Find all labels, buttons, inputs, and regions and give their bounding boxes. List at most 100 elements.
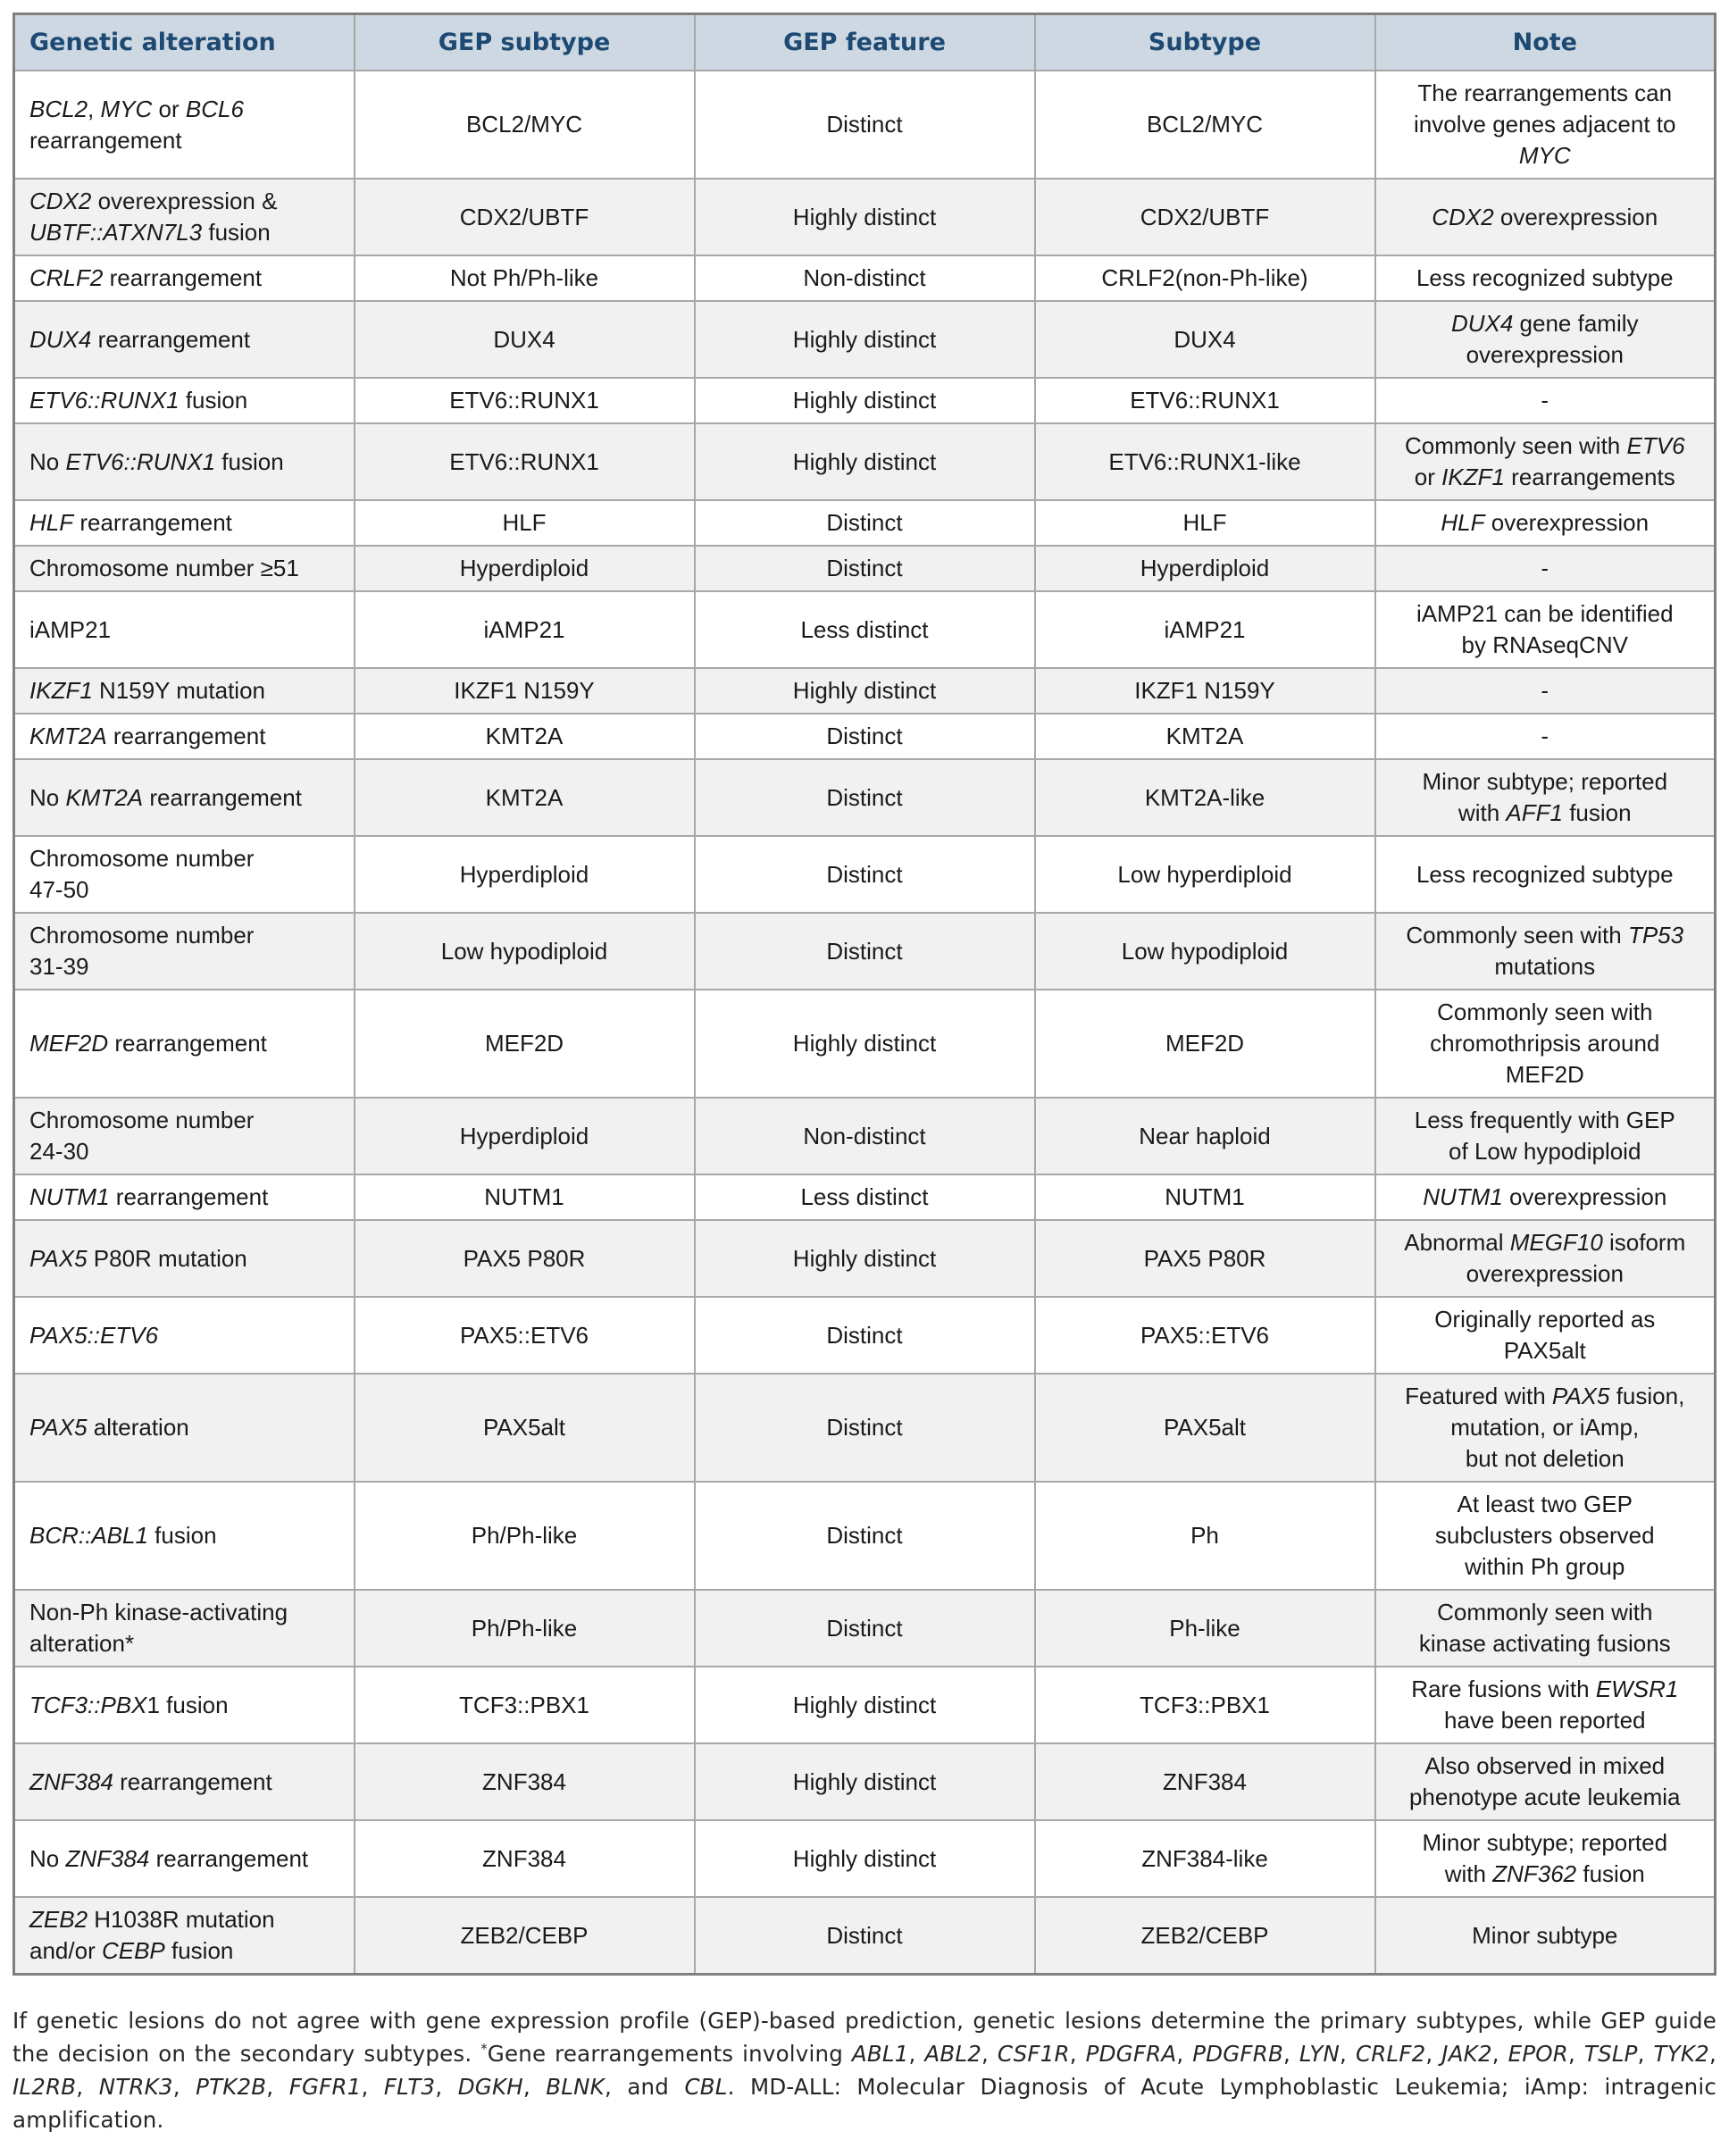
cell-genetic-alteration: PAX5 P80R mutation — [13, 1219, 355, 1298]
gene-name: ZNF362 — [1492, 1860, 1577, 1887]
cell-subtype: Low hyperdiploid — [1033, 835, 1376, 914]
gene-name: HLF — [29, 509, 74, 536]
text-segment: , — [1176, 2041, 1193, 2067]
cell-gep-subtype: BCL2/MYC — [353, 70, 696, 180]
cell-gep-subtype: DUX4 — [353, 300, 696, 379]
text-segment: , and — [604, 2074, 685, 2100]
gene-name: TYK2 — [1653, 2041, 1709, 2067]
gene-name: KMT2A — [29, 723, 107, 749]
table-row: PAX5 P80R mutation PAX5 P80R Highly distin… — [13, 1219, 1716, 1298]
cell-subtype: KMT2A — [1033, 713, 1376, 760]
cell-genetic-alteration: ZEB2 H1038R mutation and/or CEBP fusion — [13, 1896, 355, 1976]
gene-name: CBL — [684, 2074, 728, 2100]
text-segment: , — [172, 2074, 196, 2100]
cell-subtype: IKZF1 N159Y — [1033, 667, 1376, 714]
cell-gep-feature: Distinct — [693, 1481, 1036, 1591]
footnote: If genetic lesions do not agree with gen… — [13, 2004, 1716, 2136]
gene-name: EPOR — [1508, 2041, 1569, 2067]
gene-name: PTK2B — [196, 2074, 267, 2100]
table-row: Chromosome number ≥51 Hyperdiploid Distinc… — [13, 545, 1716, 592]
text-segment: rearrangement — [106, 723, 266, 749]
cell-note: iAMP21 can be identified by RNAseqCNV — [1374, 590, 1716, 669]
cell-gep-feature: Highly distinct — [693, 178, 1036, 256]
cell-gep-feature: Less distinct — [693, 1174, 1036, 1221]
table-row: PAX5 alteration PAX5alt Distinct PAX5alt Fea… — [13, 1373, 1716, 1483]
text-segment: , — [76, 2074, 99, 2100]
cell-gep-feature: Highly distinct — [693, 1742, 1036, 1821]
cell-note: Minor subtype; reported with ZNF362 fusi… — [1374, 1819, 1716, 1898]
cell-genetic-alteration: ETV6::RUNX1 fusion — [13, 377, 355, 424]
text-segment: , — [1069, 2041, 1086, 2067]
cell-subtype: ZNF384-like — [1033, 1819, 1376, 1898]
table-header: Genetic alteration GEP subtype GEP featu… — [13, 13, 1716, 71]
header-gep-subtype: GEP subtype — [353, 13, 696, 71]
cell-subtype: Ph — [1033, 1481, 1376, 1591]
cell-note: Commonly seen with kinase activating fus… — [1374, 1589, 1716, 1667]
cell-gep-feature: Highly distinct — [693, 1819, 1036, 1898]
cell-gep-subtype: TCF3::PBX1 — [353, 1666, 696, 1744]
header-row: Genetic alteration GEP subtype GEP featu… — [13, 13, 1716, 71]
cell-note: - — [1374, 377, 1716, 424]
text-segment: , — [1491, 2041, 1508, 2067]
gene-name: PAX5 — [29, 1414, 88, 1441]
cell-subtype: iAMP21 — [1033, 590, 1376, 669]
table-row: DUX4 rearrangement DUX4 Highly distinct DUX… — [13, 300, 1716, 379]
gene-name: PAX5 — [29, 1244, 88, 1272]
gene-name: PAX5 — [1551, 1383, 1610, 1409]
text-segment: No — [29, 447, 66, 475]
text-segment: have been reported — [1443, 1707, 1646, 1734]
text-segment: Minor subtype; reported with — [1422, 1829, 1668, 1887]
text-segment: fusion — [147, 1522, 217, 1549]
cell-gep-subtype: Hyperdiploid — [353, 545, 696, 592]
cell-note: At least two GEP subclusters observed wi… — [1374, 1481, 1716, 1591]
text-segment: No — [29, 1844, 66, 1872]
text-segment: rearrangement — [143, 783, 302, 811]
gene-name: AFF1 — [1506, 799, 1563, 826]
table-row: ETV6::RUNX1 fusion ETV6::RUNX1 Highly dist… — [13, 377, 1716, 424]
text-segment: , — [981, 2041, 998, 2067]
gene-name: BCL6 — [185, 95, 244, 122]
cell-note: Featured with PAX5 fusion, mutation, or … — [1374, 1373, 1716, 1483]
cell-subtype: Hyperdiploid — [1033, 545, 1376, 592]
cell-note: - — [1374, 545, 1716, 592]
cell-gep-subtype: KMT2A — [353, 713, 696, 760]
text-segment: H1038R mutation and/or — [29, 1906, 275, 1964]
cell-gep-subtype: MEF2D — [353, 989, 696, 1099]
cell-genetic-alteration: PAX5::ETV6 — [13, 1296, 355, 1375]
cell-gep-feature: Distinct — [693, 1373, 1036, 1483]
text-segment: 1 fusion — [146, 1691, 229, 1718]
gene-name: CSF1R — [997, 2041, 1070, 2067]
cell-gep-subtype: Not Ph/Ph-like — [353, 255, 696, 302]
cell-subtype: BCL2/MYC — [1033, 70, 1376, 180]
gene-name: FGFR1 — [288, 2074, 362, 2100]
text-segment: , — [88, 95, 101, 122]
cell-note: HLF overexpression — [1374, 499, 1716, 547]
cell-genetic-alteration: ZNF384 rearrangement — [13, 1742, 355, 1821]
text-segment: fusion — [1562, 799, 1632, 826]
cell-gep-feature: Highly distinct — [693, 377, 1036, 424]
cell-genetic-alteration: MEF2D rearrangement — [13, 989, 355, 1099]
cell-genetic-alteration: BCL2, MYC or BCL6 rearrangement — [13, 70, 355, 180]
table-row: Chromosome number 31-39 Low hypodiploid Di… — [13, 912, 1716, 990]
cell-gep-subtype: ZEB2/CEBP — [353, 1896, 696, 1976]
text-segment: If genetic lesions do not agree with gen… — [13, 2008, 1716, 2067]
text-segment: Gene rearrangements involving — [487, 2041, 852, 2067]
cell-subtype: PAX5alt — [1033, 1373, 1376, 1483]
text-segment: or — [152, 95, 186, 122]
text-segment: rearrangement — [91, 325, 251, 353]
table-row: No ETV6::RUNX1 fusion ETV6::RUNX1 Highly d… — [13, 422, 1716, 501]
cell-genetic-alteration: No ETV6::RUNX1 fusion — [13, 422, 355, 501]
text-segment: , — [266, 2074, 289, 2100]
gene-name: KMT2A — [65, 783, 144, 811]
text-segment: gene family overexpression — [1466, 310, 1639, 368]
cell-gep-subtype: ETV6::RUNX1 — [353, 377, 696, 424]
table-row: ZEB2 H1038R mutation and/or CEBP fusion Z… — [13, 1896, 1716, 1976]
cell-genetic-alteration: CDX2 overexpression & UBTF::ATXN7L3 fusi… — [13, 178, 355, 256]
text-segment: , — [1568, 2041, 1584, 2067]
text-segment: fusion — [215, 447, 284, 475]
table-row: MEF2D rearrangement MEF2D Highly distinct M… — [13, 989, 1716, 1099]
gene-name: ETV6 — [1626, 432, 1685, 459]
cell-gep-feature: Non-distinct — [693, 1097, 1036, 1175]
gene-name: CDX2 — [29, 188, 92, 214]
text-segment: rearrangement — [103, 264, 263, 291]
